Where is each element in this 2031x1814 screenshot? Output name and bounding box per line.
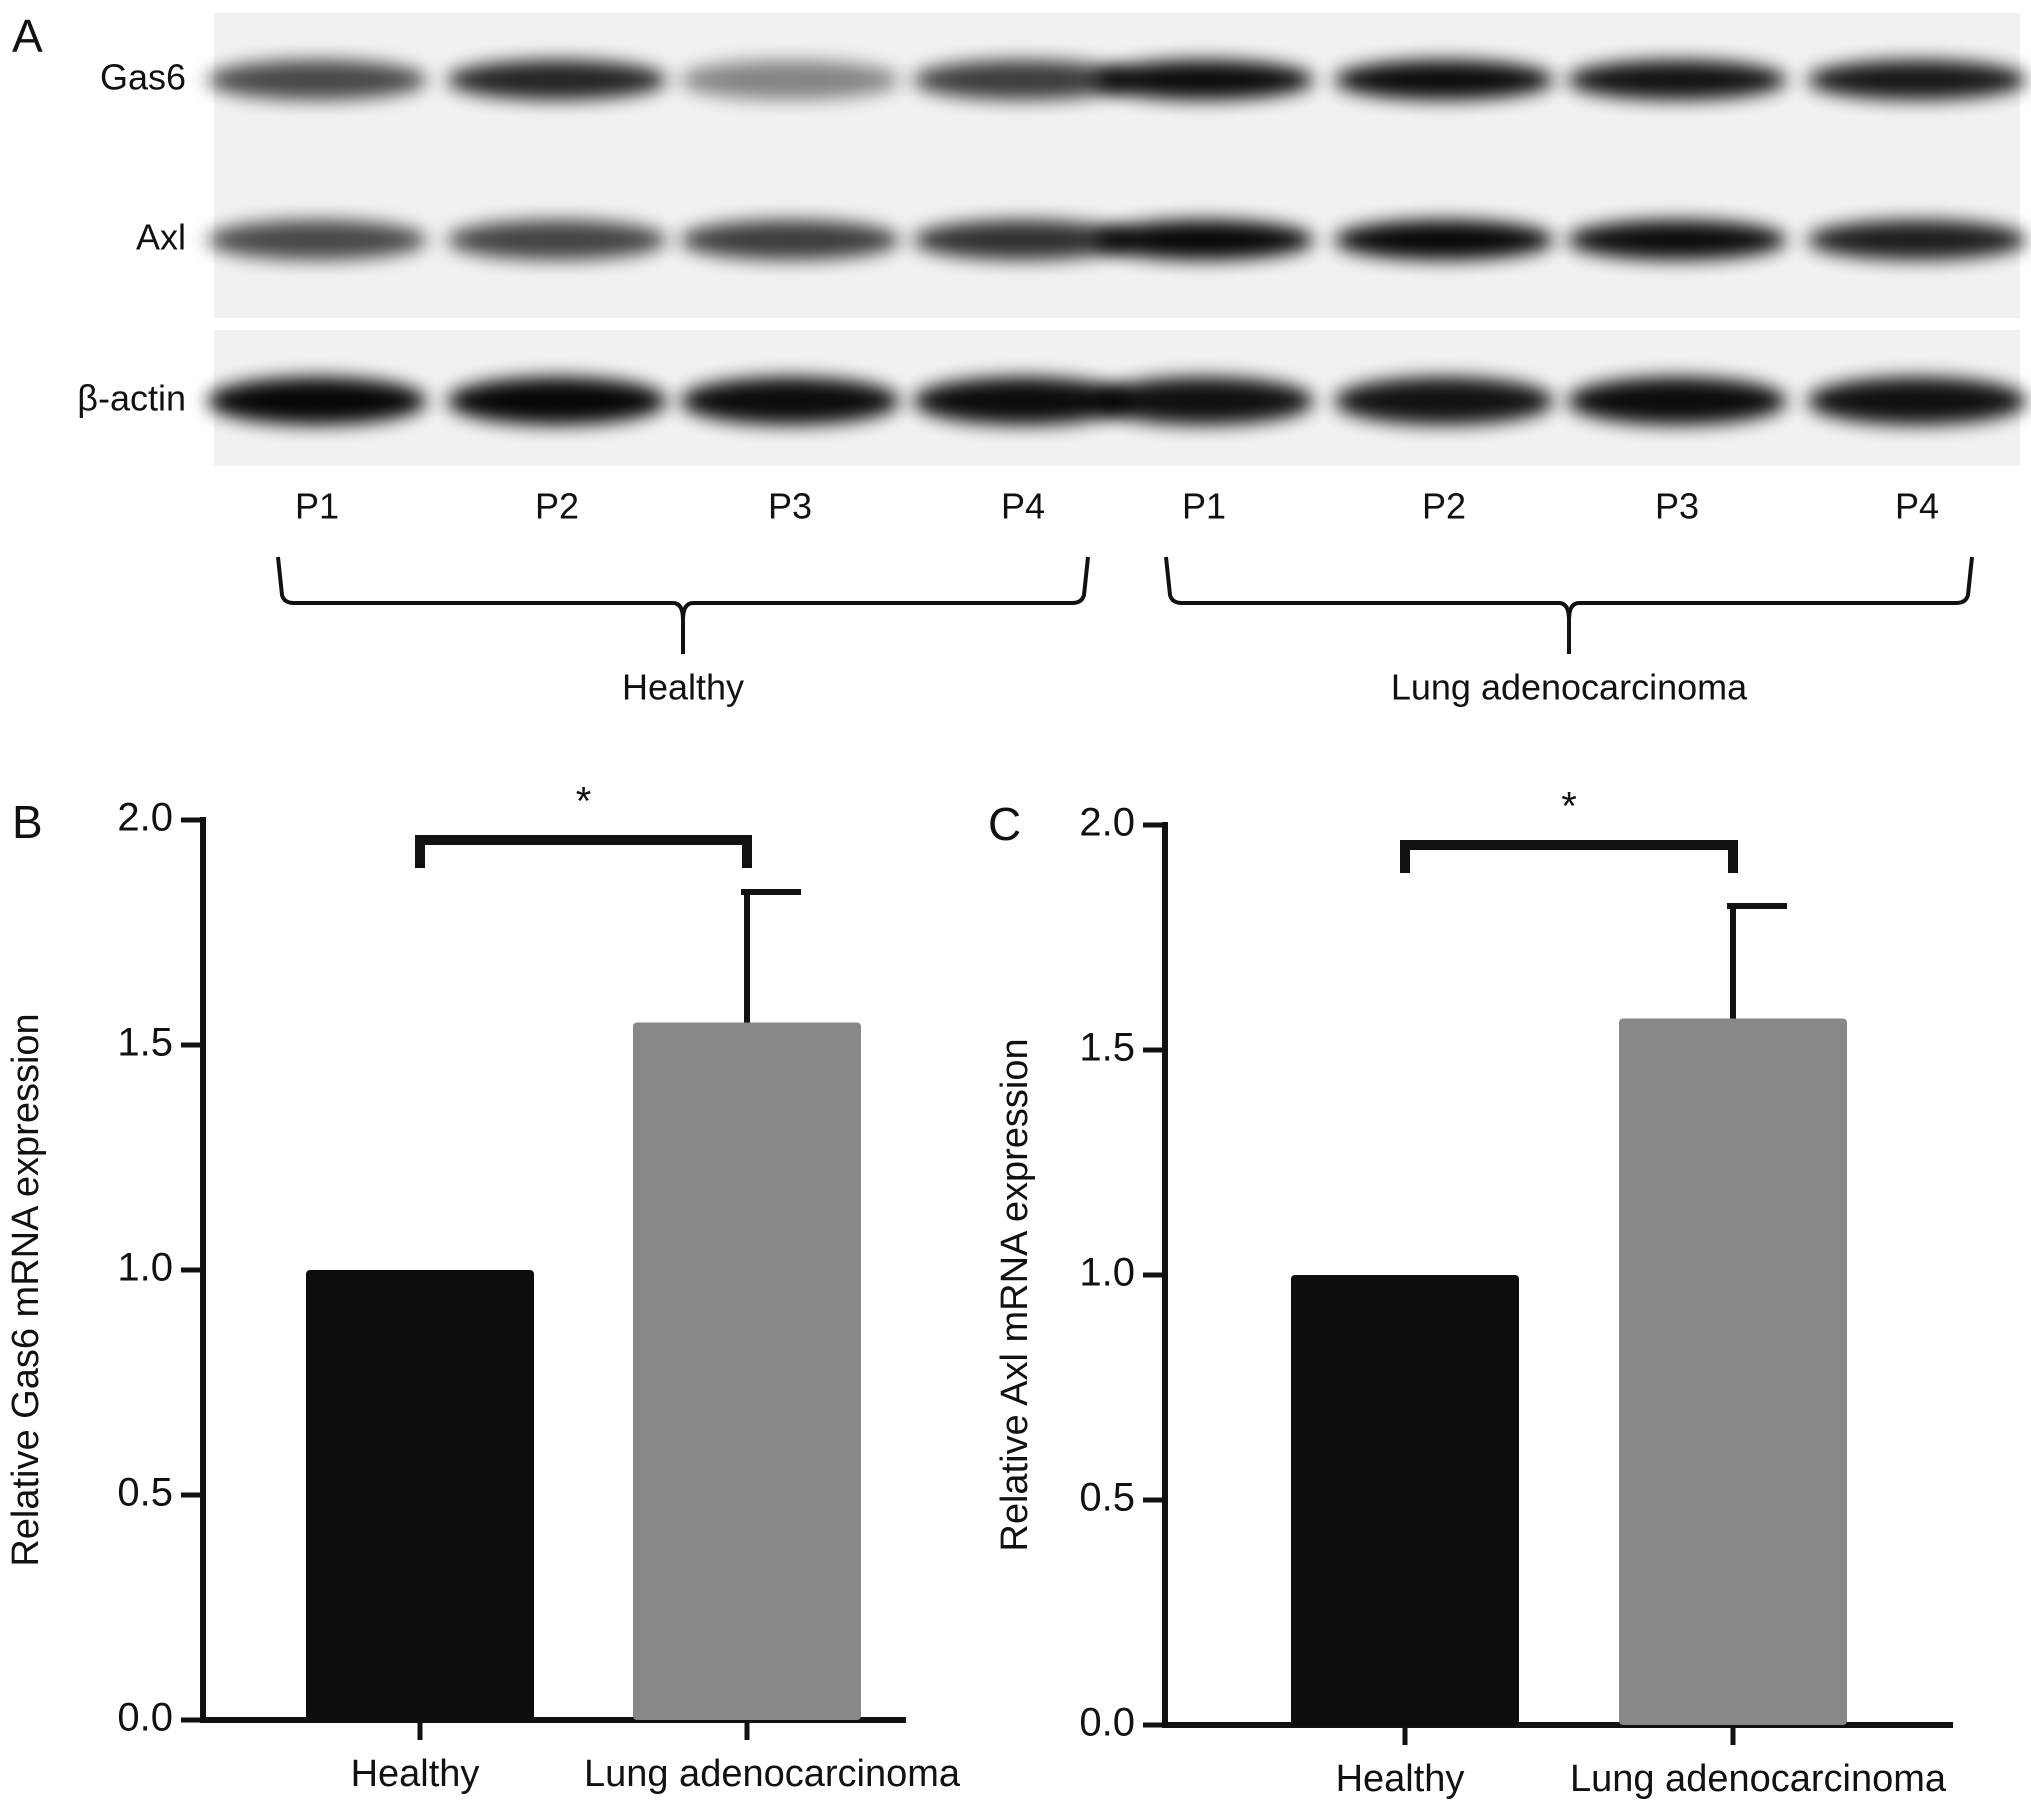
bar xyxy=(1619,1018,1847,1725)
lane-label: P4 xyxy=(1895,486,1939,527)
panel-label: A xyxy=(12,10,43,62)
lane-label: P1 xyxy=(295,486,339,527)
y-tick-label: 0.0 xyxy=(1079,1701,1135,1745)
panel-label: C xyxy=(988,798,1021,850)
lane-label: P3 xyxy=(1655,486,1699,527)
row-label: Axl xyxy=(136,217,186,258)
bar xyxy=(1291,1275,1519,1725)
band xyxy=(1567,60,1787,100)
y-tick-label: 0.5 xyxy=(1079,1476,1135,1520)
lane-label: P3 xyxy=(768,486,812,527)
x-tick-label: Lung adenocarcinoma xyxy=(1570,1758,1947,1800)
band xyxy=(1094,220,1314,260)
y-axis-title: Relative Axl mRNA expression xyxy=(994,1038,1036,1551)
lane-label: P2 xyxy=(535,486,579,527)
x-tick-label: Lung adenocarcinoma xyxy=(584,1753,961,1795)
lane-label: P2 xyxy=(1422,486,1466,527)
y-tick-label: 1.0 xyxy=(117,1246,173,1290)
error-bar xyxy=(1727,903,1787,1019)
group-label: Healthy xyxy=(622,667,744,708)
band xyxy=(1807,60,2027,100)
bar xyxy=(633,1022,861,1720)
band xyxy=(447,220,667,260)
y-tick-label: 1.5 xyxy=(1079,1026,1135,1070)
row-label: β-actin xyxy=(77,378,186,419)
band xyxy=(913,377,1133,425)
significance-bracket xyxy=(415,835,752,868)
band xyxy=(680,220,900,260)
x-tick-label: Healthy xyxy=(1336,1758,1465,1800)
band xyxy=(1094,377,1314,425)
band xyxy=(1334,377,1554,425)
panel-label: B xyxy=(12,796,43,848)
significance-label: * xyxy=(1561,785,1577,829)
group-label: Lung adenocarcinoma xyxy=(1391,667,1748,708)
band xyxy=(680,60,900,100)
band xyxy=(1567,377,1787,425)
lane-label: P4 xyxy=(1001,486,1045,527)
y-axis-title: Relative Gas6 mRNA expression xyxy=(5,1013,47,1566)
y-tick-label: 0.0 xyxy=(117,1696,173,1740)
band xyxy=(1807,220,2027,260)
significance-label: * xyxy=(576,780,592,824)
group-brace xyxy=(1164,556,1974,654)
error-bar xyxy=(741,889,801,1023)
y-tick-label: 1.5 xyxy=(117,1021,173,1065)
blot-membrane xyxy=(214,13,2020,318)
y-tick-label: 2.0 xyxy=(117,796,173,840)
x-tick-label: Healthy xyxy=(351,1753,480,1795)
band xyxy=(1807,377,2027,425)
y-tick-label: 0.5 xyxy=(117,1471,173,1515)
band xyxy=(207,60,427,100)
band xyxy=(1334,220,1554,260)
band xyxy=(913,60,1133,100)
band xyxy=(1334,60,1554,100)
lane-label: P1 xyxy=(1182,486,1226,527)
band xyxy=(447,377,667,425)
significance-bracket xyxy=(1400,840,1738,873)
y-tick-label: 2.0 xyxy=(1079,801,1135,845)
band xyxy=(680,377,900,425)
band xyxy=(1567,220,1787,260)
y-tick-label: 1.0 xyxy=(1079,1251,1135,1295)
bar xyxy=(306,1270,534,1720)
band xyxy=(1094,60,1314,100)
band xyxy=(207,220,427,260)
band xyxy=(447,60,667,100)
group-brace xyxy=(276,556,1090,654)
row-label: Gas6 xyxy=(100,57,186,98)
band xyxy=(913,220,1133,260)
band xyxy=(207,377,427,425)
